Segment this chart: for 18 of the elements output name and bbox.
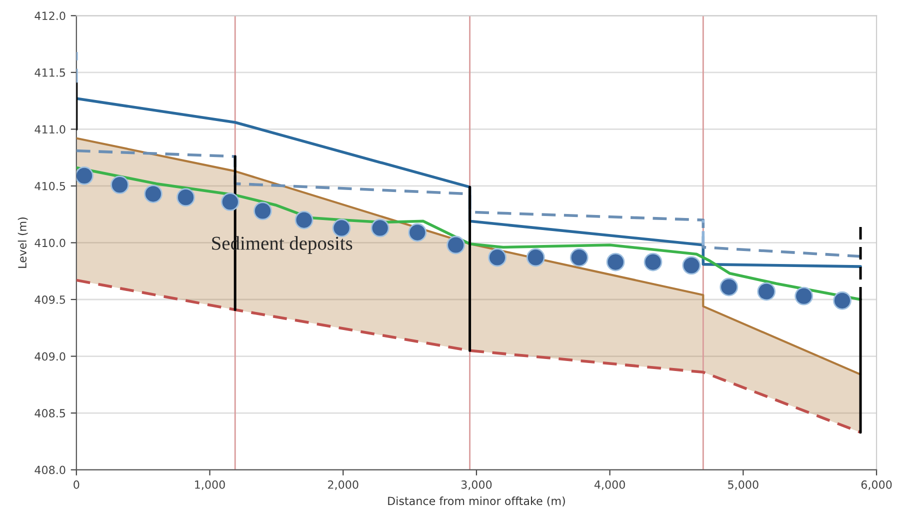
x-tick-label: 2,000 <box>328 480 358 490</box>
y-tick-label: 410.5 <box>34 182 66 190</box>
x-tick-label: 5,000 <box>728 480 758 490</box>
x-axis-title: Distance from minor offtake (m) <box>388 496 565 506</box>
x-tick-label: 0 <box>74 480 80 489</box>
y-tick-label: 410.0 <box>34 238 66 248</box>
x-tick-label: 3,000 <box>461 480 492 490</box>
y-tick-label: 408.5 <box>34 409 66 418</box>
y-tick-label: 411.5 <box>34 68 66 77</box>
y-tick-label: 411.0 <box>34 125 66 134</box>
y-axis-title: Level (m) <box>18 218 28 268</box>
x-tick-label: 1,000 <box>195 480 225 490</box>
y-tick-label: 409.0 <box>34 352 66 361</box>
x-tick-label: 6,000 <box>861 480 892 490</box>
y-tick-label: 408.0 <box>34 466 66 474</box>
y-tick-label: 409.5 <box>34 295 66 304</box>
y-tick-label: 412.0 <box>34 12 66 20</box>
x-tick-label: 4,000 <box>594 480 625 490</box>
